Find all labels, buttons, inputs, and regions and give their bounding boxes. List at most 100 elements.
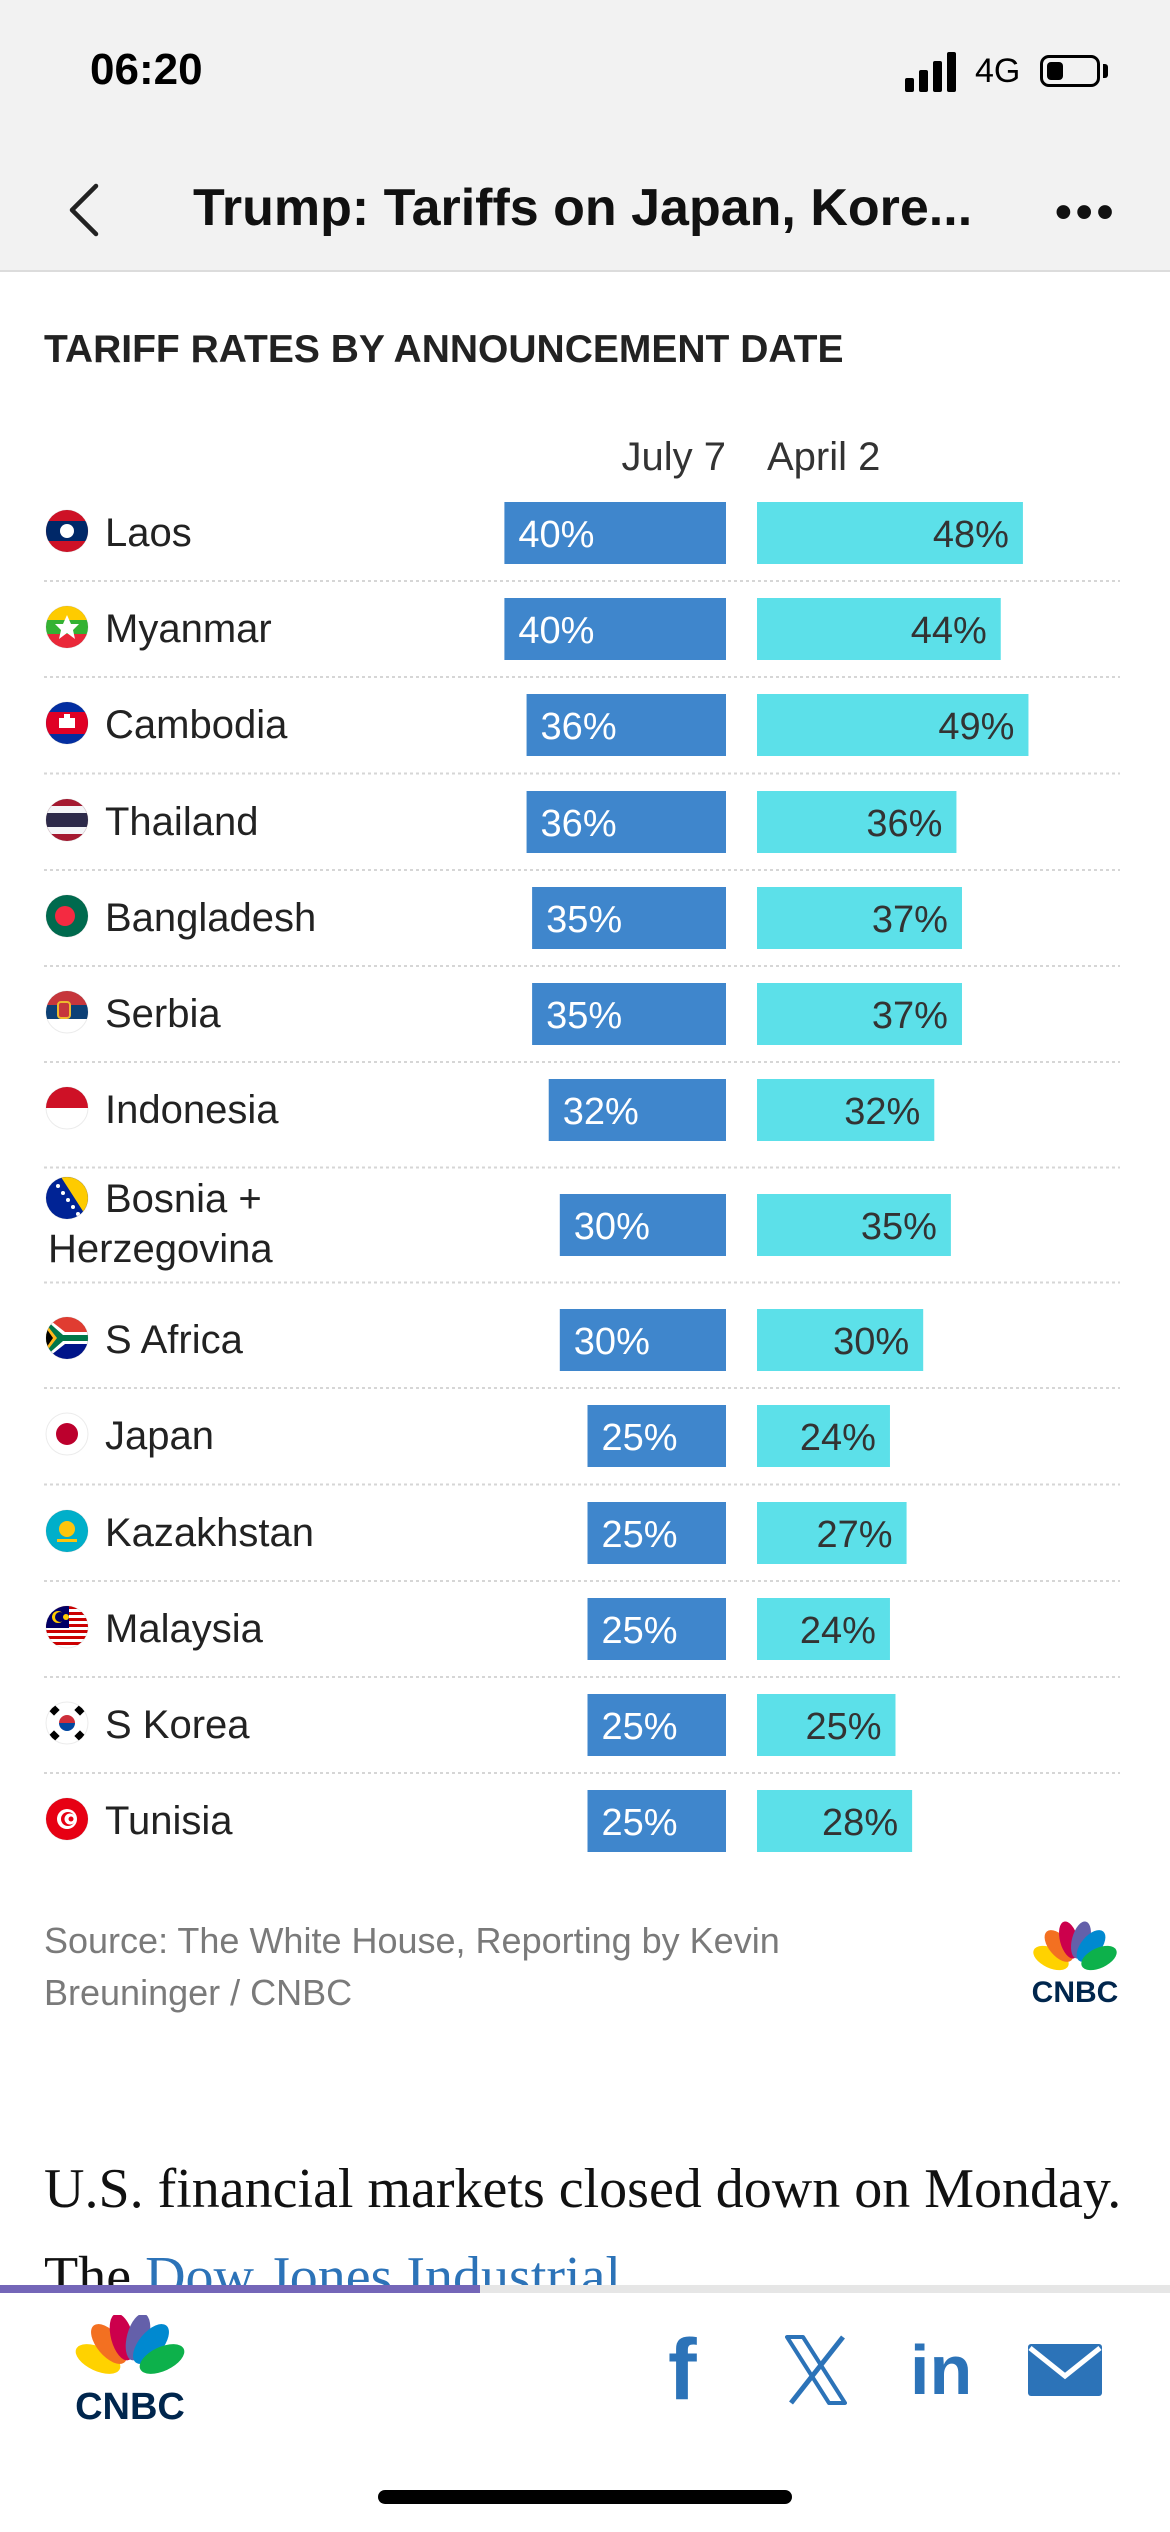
label-april-2-kazakhstan: 27% — [817, 1514, 893, 1556]
label-april-2-serbia: 37% — [872, 995, 948, 1037]
label-july-7-s-korea: 25% — [602, 1706, 678, 1748]
country-label-bosnia-herzegovina-line2: Herzegovina — [48, 1227, 273, 1271]
legend-july-7: July 7 — [622, 435, 727, 479]
bar-july-7-malaysia — [587, 1598, 726, 1660]
bar-april-2-s-korea — [757, 1694, 896, 1756]
bar-april-2-myanmar — [757, 598, 1001, 660]
label-april-2-cambodia: 49% — [938, 706, 1014, 748]
battery-icon — [1040, 55, 1100, 87]
country-label-laos: Laos — [105, 511, 192, 555]
bar-july-7-bosnia-herzegovina — [559, 1194, 726, 1256]
label-july-7-bosnia-herzegovina: 30% — [574, 1206, 650, 1248]
bar-april-2-laos — [757, 502, 1023, 564]
label-july-7-kazakhstan: 25% — [602, 1514, 678, 1556]
label-april-2-bangladesh: 37% — [872, 899, 948, 941]
status-bar — [0, 0, 1170, 150]
flag-indonesia-icon — [45, 1086, 89, 1130]
flag-south-korea-icon — [45, 1701, 89, 1745]
label-july-7-cambodia: 36% — [541, 706, 617, 748]
bar-april-2-s-africa — [757, 1309, 924, 1371]
legend-april-2: April 2 — [767, 435, 880, 479]
flag-south-africa-icon — [45, 1316, 89, 1360]
label-april-2-tunisia: 28% — [822, 1802, 898, 1844]
cnbc-footer-logo-icon[interactable]: CNBC — [60, 2315, 200, 2425]
bar-july-7-myanmar — [504, 598, 726, 660]
label-july-7-malaysia: 25% — [602, 1610, 678, 1652]
bar-april-2-serbia — [757, 983, 962, 1045]
label-july-7-s-africa: 30% — [574, 1321, 650, 1363]
label-july-7-indonesia: 32% — [563, 1091, 639, 1133]
bar-july-7-laos — [504, 502, 726, 564]
x-icon[interactable] — [785, 2330, 847, 2410]
country-label-serbia: Serbia — [105, 992, 221, 1036]
country-label-myanmar: Myanmar — [105, 607, 272, 651]
label-april-2-bosnia-herzegovina: 35% — [861, 1206, 937, 1248]
flag-bosnia-icon — [45, 1176, 89, 1220]
linkedin-icon[interactable]: in — [910, 2330, 1010, 2410]
more-options-icon[interactable]: ••• — [1055, 186, 1118, 239]
back-icon[interactable] — [60, 180, 110, 240]
country-label-japan: Japan — [105, 1414, 214, 1458]
bar-july-7-tunisia — [587, 1790, 726, 1852]
label-july-7-laos: 40% — [518, 514, 594, 556]
country-label-indonesia: Indonesia — [105, 1088, 279, 1132]
cnbc-footer-wordmark: CNBC — [75, 2386, 185, 2425]
bar-july-7-s-africa — [559, 1309, 726, 1371]
label-april-2-malaysia: 24% — [800, 1610, 876, 1652]
label-april-2-laos: 48% — [933, 514, 1009, 556]
country-label-s-korea: S Korea — [105, 1703, 250, 1747]
bar-july-7-thailand — [526, 791, 726, 853]
label-july-7-japan: 25% — [602, 1417, 678, 1459]
bar-april-2-cambodia — [757, 694, 1029, 756]
article-text: U.S. financial markets closed down on Mo… — [44, 2145, 1144, 2321]
flag-cambodia-icon — [45, 701, 89, 745]
bar-july-7-indonesia — [548, 1079, 726, 1141]
label-april-2-japan: 24% — [800, 1417, 876, 1459]
country-label-cambodia: Cambodia — [105, 703, 288, 747]
label-july-7-tunisia: 25% — [602, 1802, 678, 1844]
tariff-chart: July 7 April 2 Laos 40% 48% Myanmar 40% 44% Camb… — [44, 435, 1120, 1852]
bar-april-2-bangladesh — [757, 887, 962, 949]
facebook-icon[interactable]: f — [668, 2322, 718, 2418]
flag-japan-icon — [45, 1412, 89, 1456]
network-type: 4G — [975, 52, 1021, 90]
bar-april-2-japan — [757, 1405, 890, 1467]
bar-july-7-s-korea — [587, 1694, 726, 1756]
flag-serbia-icon — [45, 990, 89, 1034]
label-april-2-myanmar: 44% — [911, 610, 987, 652]
label-april-2-s-africa: 30% — [833, 1321, 909, 1363]
chart-title: TARIFF RATES BY ANNOUNCEMENT DATE — [44, 328, 844, 371]
bar-april-2-kazakhstan — [757, 1502, 907, 1564]
label-april-2-thailand: 36% — [866, 803, 942, 845]
bar-july-7-serbia — [532, 983, 726, 1045]
chart-source: Source: The White House, Reporting by Ke… — [44, 1920, 780, 2013]
battery-tip — [1103, 64, 1108, 78]
flag-laos-icon — [45, 509, 89, 553]
home-indicator[interactable] — [378, 2490, 792, 2504]
cnbc-logo-icon: CNBC — [1032, 1921, 1119, 2008]
country-label-kazakhstan: Kazakhstan — [105, 1511, 314, 1555]
cnbc-wordmark: CNBC — [1032, 1976, 1119, 2008]
country-label-bangladesh: Bangladesh — [105, 896, 316, 940]
facebook-glyph: f — [668, 2322, 697, 2418]
flag-malaysia-icon — [45, 1605, 89, 1649]
linkedin-glyph: in — [910, 2331, 973, 2409]
nav-bar — [0, 150, 1170, 272]
signal-icon — [905, 52, 956, 92]
reading-progress-fill — [0, 2285, 480, 2293]
bar-april-2-thailand — [757, 791, 957, 853]
country-label-malaysia: Malaysia — [105, 1607, 264, 1651]
status-time: 06:20 — [90, 45, 203, 94]
bar-april-2-bosnia-herzegovina — [757, 1194, 951, 1256]
mail-icon[interactable] — [1026, 2330, 1104, 2410]
country-label-bosnia-herzegovina-line1: Bosnia + — [105, 1177, 262, 1221]
bar-july-7-kazakhstan — [587, 1502, 726, 1564]
label-july-7-bangladesh: 35% — [546, 899, 622, 941]
flag-thailand-icon — [45, 798, 89, 842]
bar-july-7-japan — [587, 1405, 726, 1467]
label-july-7-serbia: 35% — [546, 995, 622, 1037]
label-april-2-indonesia: 32% — [844, 1091, 920, 1133]
flag-bangladesh-icon — [45, 894, 89, 938]
country-label-thailand: Thailand — [105, 800, 258, 844]
bar-april-2-tunisia — [757, 1790, 913, 1852]
